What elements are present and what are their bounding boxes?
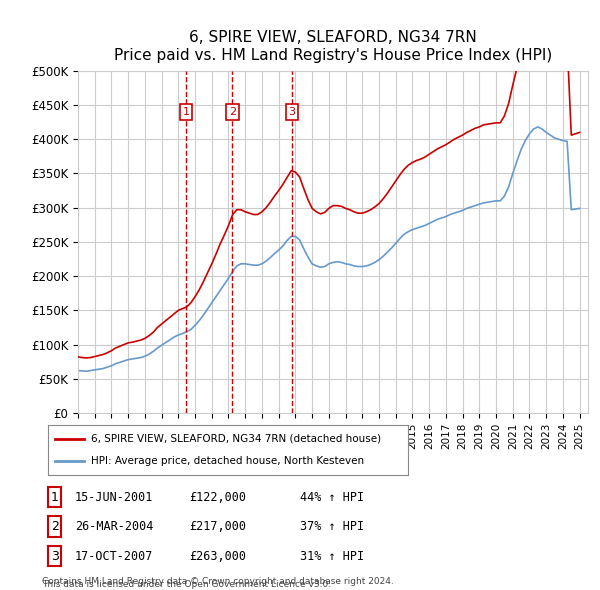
Text: 2: 2: [229, 107, 236, 117]
Text: HPI: Average price, detached house, North Kesteven: HPI: Average price, detached house, Nort…: [91, 456, 364, 466]
Text: 17-OCT-2007: 17-OCT-2007: [75, 550, 154, 563]
Text: 3: 3: [289, 107, 295, 117]
Title: 6, SPIRE VIEW, SLEAFORD, NG34 7RN
Price paid vs. HM Land Registry's House Price : 6, SPIRE VIEW, SLEAFORD, NG34 7RN Price …: [114, 30, 552, 63]
Text: 26-MAR-2004: 26-MAR-2004: [75, 520, 154, 533]
Text: 3: 3: [50, 549, 59, 563]
Text: 31% ↑ HPI: 31% ↑ HPI: [300, 550, 364, 563]
Text: Contains HM Land Registry data © Crown copyright and database right 2024.: Contains HM Land Registry data © Crown c…: [42, 577, 394, 586]
Text: This data is licensed under the Open Government Licence v3.0.: This data is licensed under the Open Gov…: [42, 580, 331, 589]
Text: £217,000: £217,000: [189, 520, 246, 533]
Text: 6, SPIRE VIEW, SLEAFORD, NG34 7RN (detached house): 6, SPIRE VIEW, SLEAFORD, NG34 7RN (detac…: [91, 434, 382, 444]
Text: 1: 1: [50, 490, 59, 504]
Text: 44% ↑ HPI: 44% ↑ HPI: [300, 491, 364, 504]
Text: £122,000: £122,000: [189, 491, 246, 504]
Text: 15-JUN-2001: 15-JUN-2001: [75, 491, 154, 504]
Text: £263,000: £263,000: [189, 550, 246, 563]
Text: 2: 2: [50, 520, 59, 533]
Text: 1: 1: [182, 107, 190, 117]
Text: 37% ↑ HPI: 37% ↑ HPI: [300, 520, 364, 533]
